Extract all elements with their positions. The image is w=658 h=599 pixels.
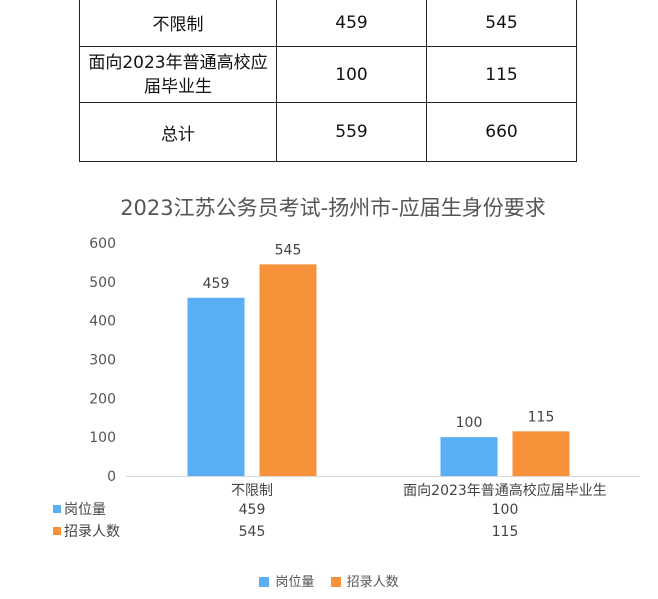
bar xyxy=(187,297,245,476)
row-label: 总计 xyxy=(79,102,277,162)
table-row: 不限制 459 545 xyxy=(79,0,577,47)
data-label: 100 xyxy=(456,415,483,431)
hires-cell: 660 xyxy=(426,102,577,162)
legend-swatch xyxy=(259,577,270,587)
table-series-label: 招录人数 xyxy=(64,524,120,540)
hires-cell: 545 xyxy=(426,0,577,47)
x-tick-label: 面向2023年普通高校应届毕业生 xyxy=(403,482,607,499)
table-cell: 459 xyxy=(239,502,266,518)
row-label: 不限制 xyxy=(79,0,277,47)
posts-cell: 100 xyxy=(276,46,427,103)
bar xyxy=(512,431,570,476)
bar xyxy=(440,437,498,476)
table-legend-swatch xyxy=(53,527,61,535)
table-cell: 545 xyxy=(239,524,266,540)
table-cell: 100 xyxy=(492,502,519,518)
legend-swatch xyxy=(330,577,341,587)
table-series-label: 岗位量 xyxy=(64,502,106,518)
y-tick-label: 200 xyxy=(89,391,116,407)
table-legend-swatch xyxy=(53,505,61,513)
legend-label: 招录人数 xyxy=(346,575,399,590)
table-row: 总计 559 660 xyxy=(79,102,577,162)
x-tick-label: 不限制 xyxy=(231,483,273,499)
data-label: 545 xyxy=(275,242,302,258)
data-label: 459 xyxy=(203,276,230,292)
table-row: 面向2023年普通高校应届毕业生 100 115 xyxy=(79,46,577,103)
y-tick-label: 500 xyxy=(89,275,116,291)
posts-cell: 559 xyxy=(276,102,427,162)
bar xyxy=(259,264,317,476)
y-tick-label: 600 xyxy=(89,236,116,252)
data-table: 不限制 459 545 面向2023年普通高校应届毕业生 100 115 总计 … xyxy=(79,0,577,162)
chart-legend: 岗位量 招录人数 xyxy=(0,571,658,590)
legend-item[interactable]: 岗位量 xyxy=(259,571,314,590)
row-label: 面向2023年普通高校应届毕业生 xyxy=(88,52,268,97)
hires-cell: 115 xyxy=(426,46,577,103)
data-label: 115 xyxy=(528,409,555,425)
y-tick-label: 100 xyxy=(89,430,116,446)
chart-title: 2023江苏公务员考试-扬州市-应届生身份要求 xyxy=(120,196,546,220)
y-tick-label: 400 xyxy=(89,314,116,330)
legend-label: 岗位量 xyxy=(275,575,315,590)
y-tick-label: 300 xyxy=(89,353,116,369)
table-cell: 115 xyxy=(492,524,519,540)
y-tick-label: 0 xyxy=(107,469,116,485)
posts-cell: 459 xyxy=(276,0,427,47)
legend-item[interactable]: 招录人数 xyxy=(330,571,399,590)
